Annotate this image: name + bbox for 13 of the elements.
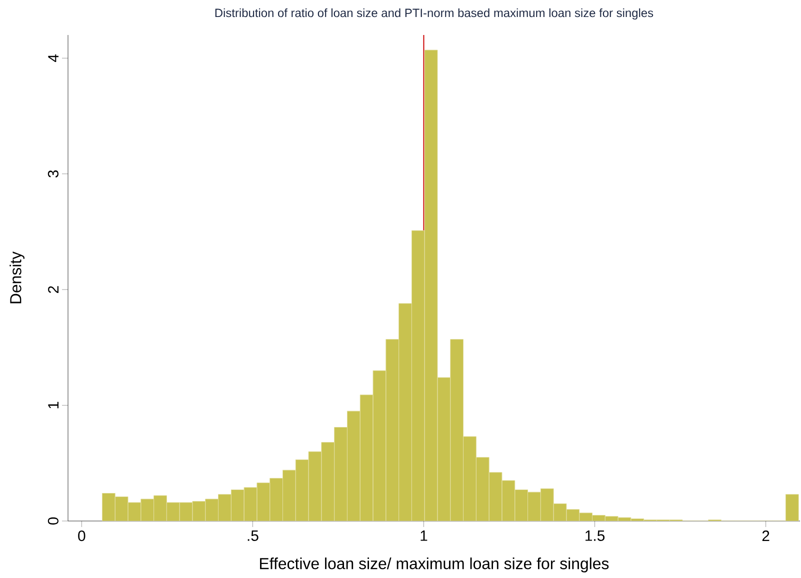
y-axis-title: Density [10, 251, 24, 304]
x-tick-label: 0 [78, 530, 86, 542]
x-tick-label: .5 [248, 530, 258, 541]
y-tick-label: 1 [48, 402, 58, 408]
y-tick-label: 3 [48, 170, 58, 178]
x-tick-label: 1 [420, 530, 428, 541]
y-tick-label: 0 [48, 517, 58, 525]
x-tick-label: 1.5 [586, 530, 605, 541]
y-tick-label: 4 [48, 54, 58, 62]
y-tick-label: 2 [48, 286, 58, 293]
x-tick-label: 2 [762, 530, 770, 541]
x-axis-title: Effective loan size/ maximum loan size for singles [260, 558, 609, 572]
chart-title: Distribution of ratio of loan size and PTI-norm based maximum loan size for singles [215, 8, 654, 20]
